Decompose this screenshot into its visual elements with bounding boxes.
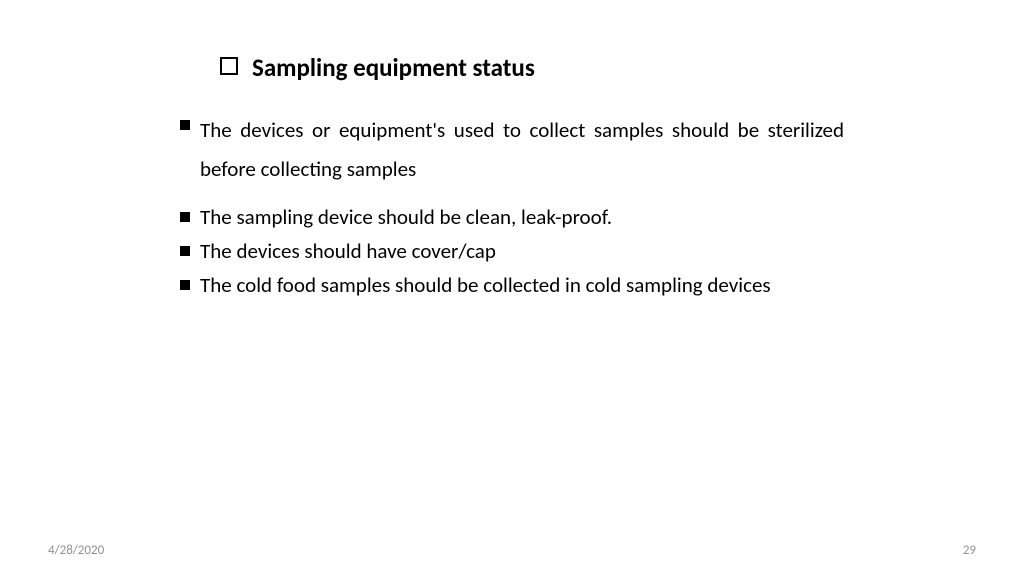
list-item: The devices should have cover/cap <box>180 237 844 265</box>
bullet-text: The devices or equipment's used to colle… <box>200 111 844 189</box>
bullet-text: The cold food samples should be collecte… <box>200 271 771 299</box>
slide-content: Sampling equipment status The devices or… <box>0 0 1024 300</box>
slide-footer: 4/28/2020 29 <box>0 543 1024 558</box>
solid-square-icon <box>180 212 190 222</box>
list-item: The sampling device should be clean, lea… <box>180 203 844 231</box>
hollow-square-icon <box>220 57 238 75</box>
slide-title-row: Sampling equipment status <box>220 52 844 83</box>
bullet-list: The devices or equipment's used to colle… <box>180 111 844 300</box>
bullet-text: The devices should have cover/cap <box>200 237 496 265</box>
footer-date: 4/28/2020 <box>48 543 104 558</box>
slide-title: Sampling equipment status <box>252 52 535 83</box>
list-item: The devices or equipment's used to colle… <box>180 111 844 189</box>
footer-page-number: 29 <box>963 543 976 558</box>
solid-square-icon <box>180 246 190 256</box>
bullet-text: The sampling device should be clean, lea… <box>200 203 612 231</box>
solid-square-icon <box>180 120 190 130</box>
list-item: The cold food samples should be collecte… <box>180 271 844 299</box>
solid-square-icon <box>180 280 190 290</box>
